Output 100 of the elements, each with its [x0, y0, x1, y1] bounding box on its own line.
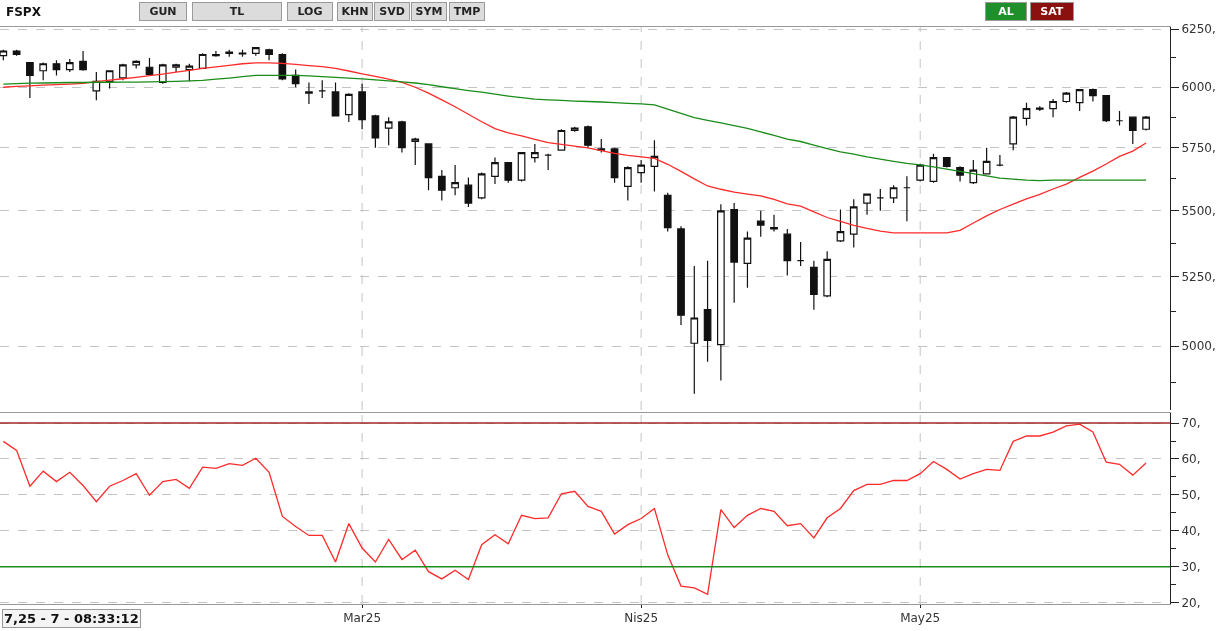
text: 7,25 - 7 - 08:33:12 — [4, 611, 139, 626]
candlestick — [796, 241, 805, 267]
candlestick — [849, 198, 858, 248]
candlestick — [265, 48, 273, 61]
candlestick — [690, 265, 699, 395]
line-series — [2, 62, 1147, 234]
x-tick-label: Nis25 — [624, 611, 659, 626]
y-tick-label: 5500, — [1181, 203, 1216, 218]
text: TMP — [453, 5, 481, 18]
y-tick-label: 6250, — [1181, 22, 1216, 37]
candlestick — [384, 116, 393, 146]
candlestick — [105, 70, 114, 90]
candlestick — [756, 210, 765, 238]
candlestick — [810, 260, 818, 311]
candlestick — [730, 202, 739, 304]
candlestick — [1022, 102, 1031, 127]
candlestick — [52, 59, 61, 77]
text: TL — [229, 5, 245, 18]
candlestick — [942, 156, 951, 169]
y-tick-label: 6000, — [1181, 80, 1216, 95]
candlestick — [251, 46, 260, 57]
candlestick — [876, 188, 885, 212]
candlestick — [305, 81, 313, 105]
text: LOG — [297, 5, 323, 18]
line-series — [2, 74, 1147, 182]
y-tick-label: 60, — [1181, 452, 1201, 467]
candlestick — [637, 159, 645, 184]
candlestick — [624, 165, 632, 202]
candlestick — [358, 83, 366, 130]
candlestick — [212, 50, 220, 58]
candlestick — [836, 208, 845, 243]
y-tick-label: 50, — [1181, 488, 1201, 503]
candlestick — [597, 138, 606, 154]
candlestick — [504, 161, 513, 184]
candlestick — [119, 63, 127, 81]
candlestick — [39, 62, 48, 81]
text: SYM — [415, 5, 443, 18]
candlestick — [544, 153, 552, 171]
y-tick-label: 30, — [1181, 559, 1201, 574]
candlestick — [783, 228, 792, 277]
candlestick — [863, 193, 871, 216]
candlestick — [996, 154, 1004, 167]
candlestick — [903, 175, 911, 222]
x-tick-label: May25 — [900, 611, 941, 626]
y-tick-label: 5750, — [1181, 140, 1216, 155]
candlestick — [437, 169, 446, 202]
candlestick — [717, 203, 725, 382]
text: SAT — [1040, 5, 1064, 18]
candlestick — [677, 225, 685, 326]
candlestick — [26, 62, 34, 99]
candlestick — [318, 79, 327, 99]
y-tick-label: 5250, — [1181, 270, 1216, 285]
candlestick — [1128, 116, 1137, 145]
candlestick — [371, 114, 380, 149]
text: SVD — [379, 5, 405, 18]
candlestick — [517, 152, 526, 182]
candlestick — [172, 63, 180, 73]
chart-title: FSPX — [6, 5, 42, 20]
candlestick — [1115, 110, 1124, 127]
candlestick — [398, 120, 406, 154]
candlestick — [743, 230, 752, 289]
candlestick — [1075, 89, 1084, 112]
candlestick — [969, 159, 978, 185]
y-tick-label: 40, — [1181, 523, 1201, 538]
x-tick-label: Mar25 — [343, 611, 382, 626]
candlestick — [12, 49, 21, 57]
candlestick — [584, 125, 592, 149]
y-tick-label: 70, — [1181, 416, 1201, 431]
candlestick — [451, 164, 459, 196]
candlestick — [79, 50, 87, 72]
candlestick — [1142, 115, 1150, 132]
candlestick — [703, 260, 712, 363]
y-tick-label: 20, — [1181, 595, 1201, 610]
text: KHN — [341, 5, 369, 18]
candlestick — [132, 59, 141, 70]
candlestick — [1089, 87, 1097, 103]
candlestick — [65, 58, 74, 73]
text: AL — [998, 5, 1014, 18]
candlestick — [185, 63, 194, 82]
candlestick — [411, 137, 420, 166]
candlestick — [424, 143, 433, 191]
candlestick — [1009, 115, 1018, 151]
candlestick — [331, 81, 340, 117]
candlestick — [663, 192, 672, 233]
candlestick — [1035, 105, 1044, 112]
candlestick — [889, 184, 898, 204]
candlestick — [477, 171, 486, 200]
candlestick — [916, 163, 925, 182]
candlestick — [823, 250, 832, 298]
y-tick-label: 5000, — [1181, 339, 1216, 354]
candlestick — [1062, 91, 1071, 104]
candlestick — [464, 177, 473, 208]
candlestick — [650, 139, 659, 193]
candlestick — [982, 147, 991, 175]
candlestick — [198, 52, 207, 70]
candlestick — [1102, 94, 1111, 123]
candlestick — [278, 52, 287, 81]
candlestick — [570, 126, 579, 133]
line-series — [2, 423, 1147, 595]
candlestick — [1049, 98, 1057, 118]
